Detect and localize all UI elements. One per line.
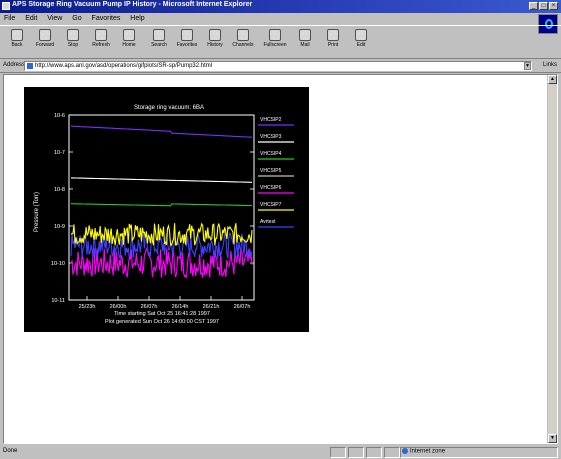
y-tick-label: 10-9 [54,224,65,230]
series-line-vhcsip6 [70,247,253,280]
channels-button[interactable]: Channels [230,28,256,56]
y-tick-label: 10-8 [54,187,65,193]
series-line-vhcsip7 [70,222,253,246]
stop-icon [67,29,79,41]
refresh-icon [95,29,107,41]
globe-icon [402,448,408,454]
back-button[interactable]: Back [4,28,30,56]
x-tick-label: 25/23h [79,304,96,310]
legend-label: Avrtest [260,219,276,225]
legend-label: VHCSIP7 [260,202,282,208]
page-viewport: Storage ring vacuum: 6BA Pressure (Torr)… [3,74,558,444]
address-label: Address [3,62,26,68]
series-line-vhcsip3 [71,177,252,183]
refresh-button[interactable]: Refresh [88,28,114,56]
legend-label: VHCSIP4 [260,151,282,157]
maximize-button[interactable]: □ [539,2,548,10]
favorites-icon [181,29,193,41]
ie-logo-icon [538,14,558,34]
status-cell [366,447,382,458]
chart-title: Storage ring vacuum: 6BA [134,105,204,111]
mail-icon [299,29,311,41]
history-icon [209,29,221,41]
toolbar: Back Forward Stop Refresh Home Search Fa… [0,25,561,59]
legend-label: VHCSIP6 [260,185,282,191]
chart-footer-1: Time starting Sat Oct 25 16:41:28 1997 [114,311,210,317]
series-line-vhcsip2 [70,125,252,138]
fullscreen-button[interactable]: Fullscreen [262,28,288,56]
y-tick-label: 10-11 [51,298,65,304]
status-cell [330,447,346,458]
page-icon [27,63,33,69]
window-title: APS Storage Ring Vacuum Pump IP History … [12,1,253,8]
fullscreen-icon [269,29,281,41]
vacuum-chart: Storage ring vacuum: 6BA Pressure (Torr)… [24,87,309,332]
close-button[interactable]: × [549,2,558,10]
menu-favorites[interactable]: Favorites [91,15,121,22]
menu-view[interactable]: View [47,15,63,22]
history-button[interactable]: History [202,28,228,56]
address-bar: Address http://www.aps.anl.gov/asd/opera… [0,59,561,73]
y-tick-label: 10-6 [54,113,65,119]
series-line-vhcsip4 [71,203,252,207]
zone-cell [400,447,558,458]
stop-button[interactable]: Stop [60,28,86,56]
x-tick-label: 26/14h [172,304,189,310]
print-icon [327,29,339,41]
search-button[interactable]: Search [146,28,172,56]
menu-file[interactable]: File [4,15,16,22]
x-tick-label: 26/07h [234,304,251,310]
menu-edit[interactable]: Edit [25,15,38,22]
legend-label: VHCSIP2 [260,117,282,123]
security-zone: Internet zone [402,448,445,455]
print-button[interactable]: Print [320,28,346,56]
status-bar: Done Internet zone [0,446,561,459]
channels-icon [237,29,249,41]
vertical-scrollbar[interactable]: ▲ ▼ [547,75,557,443]
legend-label: VHCSIP5 [260,168,282,174]
title-bar: APS Storage Ring Vacuum Pump IP History … [0,0,561,13]
home-button[interactable]: Home [116,28,142,56]
minimize-button[interactable]: _ [529,2,538,10]
status-cell [348,447,364,458]
favorites-button[interactable]: Favorites [174,28,200,56]
forward-button[interactable]: Forward [32,28,58,56]
links-button[interactable]: Links [542,62,557,68]
address-url: http://www.aps.anl.gov/asd/operations/gi… [35,63,213,69]
vacuum-chart-svg: Storage ring vacuum: 6BA Pressure (Torr)… [24,87,309,332]
plot-frame [68,114,255,301]
legend-label: VHCSIP3 [260,134,282,140]
forward-arrow-icon [39,29,51,41]
scroll-up-button[interactable]: ▲ [548,75,557,84]
y-axis-label: Pressure (Torr) [34,192,40,232]
x-tick-label: 26/00h [110,304,127,310]
back-arrow-icon [11,29,23,41]
zone-label: Internet zone [410,448,446,455]
menu-bar: File Edit View Go Favorites Help [0,13,561,25]
status-text: Done [3,448,18,454]
y-tick-label: 10-7 [54,150,65,156]
menu-go[interactable]: Go [72,15,82,22]
menu-help[interactable]: Help [130,15,145,22]
edit-icon [355,29,367,41]
status-cell [384,447,400,458]
x-tick-label: 26/21h [203,304,220,310]
search-icon [153,29,165,41]
x-tick-label: 26/07h [141,304,158,310]
app-icon [2,2,10,10]
edit-button[interactable]: Edit [348,28,374,56]
home-icon [123,29,135,41]
chart-footer-2: Plot generated Sun Oct 26 14:00:00 CST 1… [105,319,219,325]
scroll-down-button[interactable]: ▼ [548,434,557,443]
mail-button[interactable]: Mail [292,28,318,56]
address-input[interactable]: http://www.aps.anl.gov/asd/operations/gi… [24,61,532,71]
address-dropdown-button[interactable]: ▼ [524,62,531,70]
y-tick-label: 10-10 [51,261,65,267]
